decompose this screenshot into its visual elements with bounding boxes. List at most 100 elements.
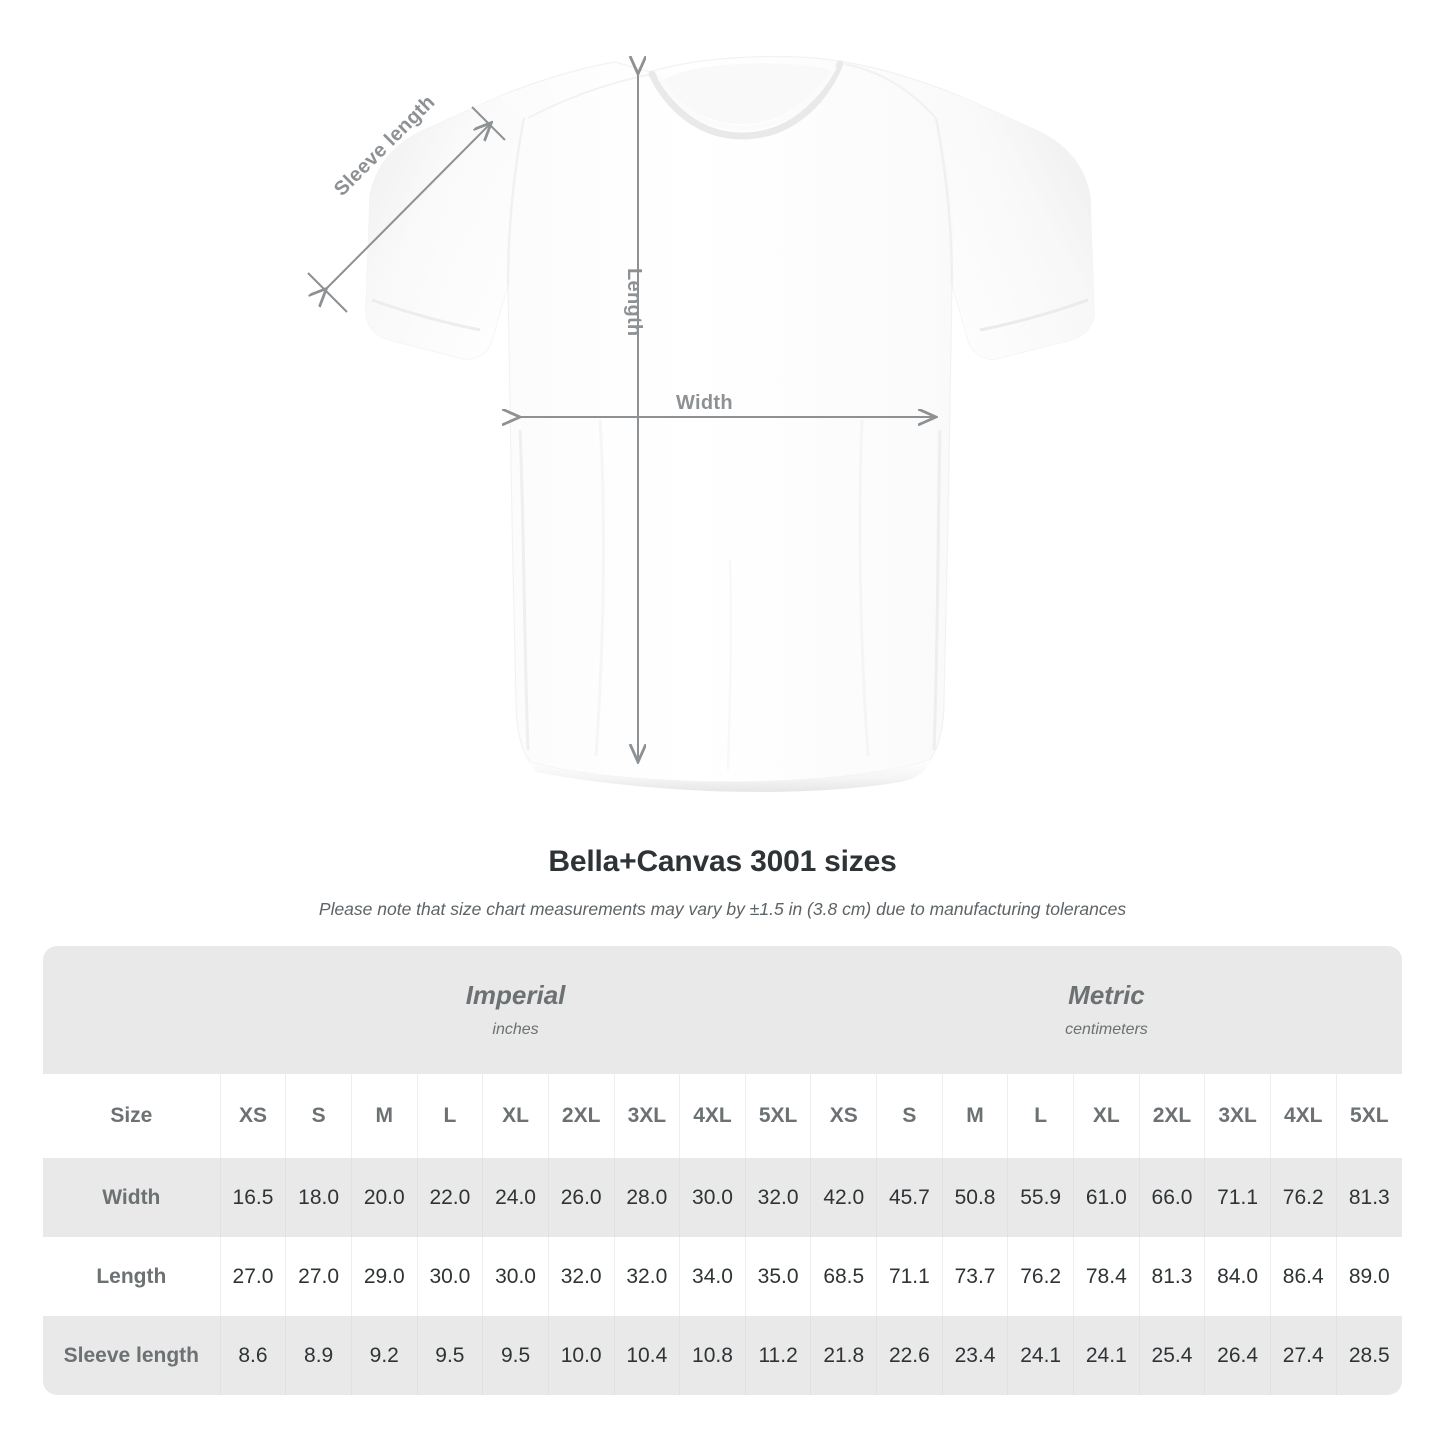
size-header-metric-3xl: 3XL xyxy=(1204,1074,1271,1158)
cell-imperial-s: 8.9 xyxy=(285,1316,352,1395)
table-row: Sleeve length 8.6 8.9 9.2 9.5 9.5 10.0 10.4 10.8… xyxy=(43,1316,1402,1395)
cell-metric-m: 23.4 xyxy=(941,1316,1008,1395)
unit-subtitle: centimeters xyxy=(1065,1020,1148,1038)
title-block: Bella+Canvas 3001 sizes Please note that… xyxy=(0,845,1445,920)
table-row: Length 27.0 27.0 29.0 30.0 30.0 32.0 32.0 34.0 35… xyxy=(43,1237,1402,1316)
cell-metric-l: 55.9 xyxy=(1007,1158,1074,1237)
cell-metric-5xl: 81.3 xyxy=(1335,1158,1402,1237)
table-row: Width 16.5 18.0 20.0 22.0 24.0 26.0 28.0 30.0 32.… xyxy=(43,1158,1402,1237)
cell-metric-4xl: 27.4 xyxy=(1269,1316,1337,1395)
cell-imperial-5xl: 11.2 xyxy=(744,1316,811,1395)
cell-imperial-s: 27.0 xyxy=(285,1237,352,1316)
tolerance-note: Please note that size chart measurements… xyxy=(318,899,1127,919)
cell-imperial-xs: 16.5 xyxy=(219,1158,286,1237)
cell-imperial-xs: 8.6 xyxy=(219,1316,286,1395)
right-sleeve-shading xyxy=(936,96,1095,360)
size-header-imperial-2xl: 2XL xyxy=(547,1074,614,1158)
cell-metric-2xl: 81.3 xyxy=(1138,1237,1205,1316)
tshirt-diagram: Sleeve length Length Width xyxy=(307,55,1095,792)
cell-imperial-2xl: 10.0 xyxy=(547,1316,614,1395)
neck-opening xyxy=(664,63,830,124)
left-armhole-seam xyxy=(506,117,526,287)
unit-banner-row: Imperial inches Metric centimeters xyxy=(43,946,1402,1074)
unit-name: Metric xyxy=(1068,980,1145,1011)
cell-metric-2xl: 66.0 xyxy=(1138,1158,1205,1237)
cell-metric-s: 71.1 xyxy=(876,1237,943,1316)
unit-banner-spacer xyxy=(43,946,221,1074)
cell-metric-s: 45.7 xyxy=(876,1158,943,1237)
cell-metric-l: 24.1 xyxy=(1007,1316,1074,1395)
size-header-imperial-xs: XS xyxy=(219,1074,286,1158)
fabric-fold-1 xyxy=(594,419,605,757)
collar-rib-inner xyxy=(657,65,837,131)
cell-imperial-2xl: 26.0 xyxy=(547,1158,614,1237)
cell-metric-s: 22.6 xyxy=(876,1316,943,1395)
fabric-fold-3 xyxy=(726,559,733,771)
size-header-metric-4xl: 4XL xyxy=(1269,1074,1337,1158)
size-header-imperial-3xl: 3XL xyxy=(613,1074,680,1158)
size-header-imperial-s: S xyxy=(285,1074,352,1158)
cell-imperial-3xl: 10.4 xyxy=(613,1316,680,1395)
row-label: Width xyxy=(43,1158,221,1237)
cell-imperial-xs: 27.0 xyxy=(219,1237,286,1316)
size-header-metric-5xl: 5XL xyxy=(1335,1074,1402,1158)
size-header-metric-xl: XL xyxy=(1073,1074,1140,1158)
cell-imperial-4xl: 10.8 xyxy=(679,1316,746,1395)
cell-imperial-m: 20.0 xyxy=(350,1158,418,1237)
body-hem xyxy=(530,760,930,792)
cell-metric-xs: 21.8 xyxy=(810,1316,877,1395)
cell-metric-m: 50.8 xyxy=(941,1158,1008,1237)
cell-imperial-3xl: 32.0 xyxy=(613,1237,680,1316)
size-table-wrapper: Imperial inches Metric centimeters Size XS S M L… xyxy=(43,946,1402,1395)
side-seam-left xyxy=(518,429,530,751)
unit-name: Imperial xyxy=(465,980,566,1011)
size-header-imperial-5xl: 5XL xyxy=(744,1074,811,1158)
size-header-imperial-xl: XL xyxy=(482,1074,549,1158)
cell-metric-4xl: 76.2 xyxy=(1269,1158,1337,1237)
cell-metric-4xl: 86.4 xyxy=(1269,1237,1337,1316)
cell-imperial-5xl: 32.0 xyxy=(744,1158,811,1237)
size-header-imperial-l: L xyxy=(416,1074,483,1158)
cell-imperial-l: 30.0 xyxy=(416,1237,483,1316)
cell-imperial-xl: 30.0 xyxy=(482,1237,549,1316)
cell-imperial-s: 18.0 xyxy=(285,1158,352,1237)
cell-metric-3xl: 26.4 xyxy=(1204,1316,1271,1395)
tshirt-illustration xyxy=(365,55,1095,792)
cell-imperial-l: 22.0 xyxy=(416,1158,483,1237)
cell-metric-5xl: 89.0 xyxy=(1335,1237,1402,1316)
cell-metric-m: 73.7 xyxy=(941,1237,1008,1316)
size-header-metric-m: M xyxy=(941,1074,1008,1158)
unit-banner-metric: Metric centimeters xyxy=(810,946,1402,1074)
size-header-row: Size XS S M L XL 2XL 3XL 4XL 5XL XS S M L XL 2XL 3XL 4XL 5… xyxy=(43,1074,1402,1158)
cell-imperial-3xl: 28.0 xyxy=(613,1158,680,1237)
cell-metric-3xl: 71.1 xyxy=(1204,1158,1271,1237)
cell-imperial-4xl: 30.0 xyxy=(679,1158,746,1237)
cell-metric-l: 76.2 xyxy=(1007,1237,1074,1316)
size-header-label: Size xyxy=(43,1074,221,1158)
cell-metric-xs: 42.0 xyxy=(810,1158,877,1237)
row-label: Length xyxy=(43,1237,221,1316)
unit-subtitle: inches xyxy=(492,1020,539,1038)
cell-metric-xs: 68.5 xyxy=(810,1237,877,1316)
size-header-metric-xs: XS xyxy=(810,1074,877,1158)
cell-metric-xl: 24.1 xyxy=(1073,1316,1140,1395)
cell-imperial-m: 29.0 xyxy=(350,1237,418,1316)
cell-metric-xl: 78.4 xyxy=(1073,1237,1140,1316)
right-armhole-seam xyxy=(934,117,954,287)
length-label: Length xyxy=(623,268,645,337)
row-label: Sleeve length xyxy=(43,1316,221,1395)
width-label: Width xyxy=(676,392,733,414)
size-header-metric-l: L xyxy=(1007,1074,1074,1158)
cell-metric-2xl: 25.4 xyxy=(1138,1316,1205,1395)
right-shoulder-seam xyxy=(844,63,937,119)
cell-metric-xl: 61.0 xyxy=(1073,1158,1140,1237)
cell-imperial-5xl: 35.0 xyxy=(744,1237,811,1316)
cell-imperial-xl: 24.0 xyxy=(482,1158,549,1237)
cell-imperial-l: 9.5 xyxy=(416,1316,483,1395)
size-header-imperial-m: M xyxy=(350,1074,418,1158)
page-title: Bella+Canvas 3001 sizes xyxy=(548,845,897,878)
cell-imperial-2xl: 32.0 xyxy=(547,1237,614,1316)
unit-banner-imperial: Imperial inches xyxy=(220,946,811,1074)
cell-imperial-4xl: 34.0 xyxy=(679,1237,746,1316)
